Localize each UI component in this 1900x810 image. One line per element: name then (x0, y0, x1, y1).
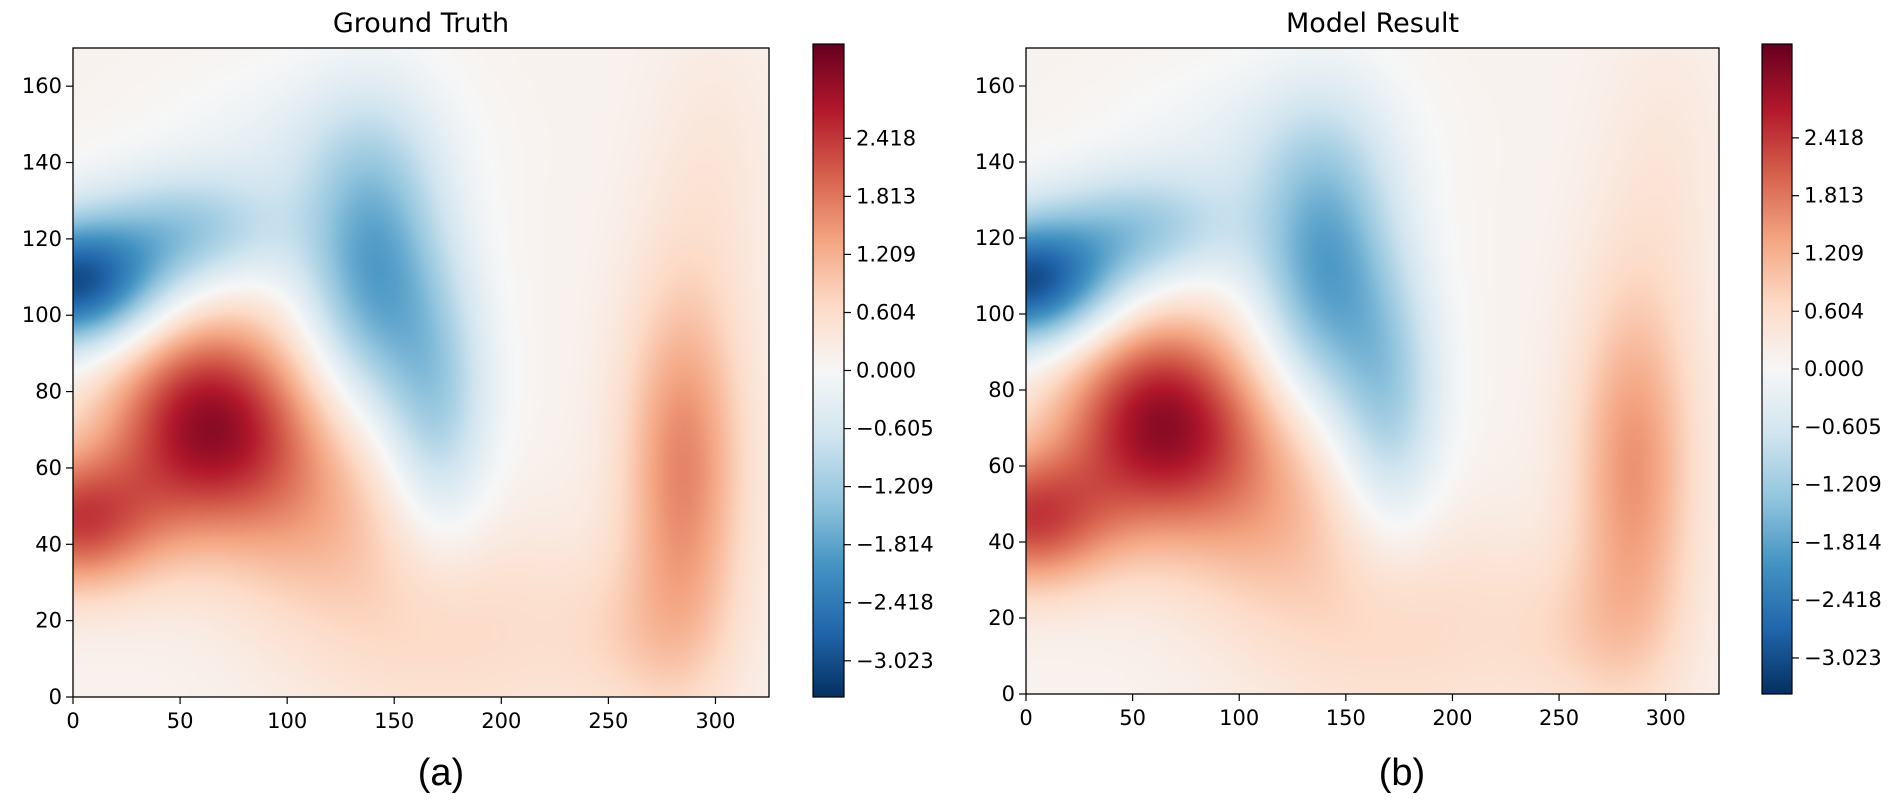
ground-truth-xtick-label: 150 (374, 709, 414, 733)
model-result-colorbar-tick-label: 1.209 (1804, 241, 1864, 265)
model-result-panel: Model Result 0 50 100 150 200 250 300 0 20 40 60 80 1… (975, 8, 1882, 730)
model-result-xtick-label: 0 (1019, 706, 1032, 730)
model-result-title: Model Result (1286, 8, 1459, 39)
ground-truth-xtick-label: 200 (481, 709, 521, 733)
ground-truth-xtick-label: 0 (66, 709, 79, 733)
ground-truth-colorbar (813, 44, 844, 697)
model-result-colorbar (1762, 44, 1792, 694)
model-result-colorbar-tick-label: −1.209 (1804, 473, 1882, 497)
model-result-ytick-label: 20 (988, 606, 1015, 630)
model-result-ytick-label: 160 (975, 74, 1015, 98)
ground-truth-ytick-label: 60 (35, 456, 62, 480)
model-result-colorbar-tick-label: 1.813 (1804, 184, 1864, 208)
ground-truth-colorbar-tick-label: −3.023 (856, 649, 934, 673)
model-result-heatmap (1026, 48, 1719, 694)
ground-truth-axes-frame (72, 47, 770, 698)
model-result-xtick-label: 50 (1119, 706, 1146, 730)
model-result-xtick-label: 200 (1432, 706, 1472, 730)
ground-truth-ytick-label: 160 (22, 74, 62, 98)
model-result-ytick-label: 0 (1002, 682, 1015, 706)
ground-truth-colorbar-tick-label: −2.418 (856, 591, 934, 615)
ground-truth-colorbar-tick-label: 2.418 (856, 126, 916, 150)
ground-truth-colorbar-tick-label: 0.604 (856, 300, 916, 324)
caption-a: (a) (417, 752, 465, 794)
model-result-colorbar-tick-label: 0.000 (1804, 357, 1864, 381)
model-result-colorbar-tick-label: −2.418 (1804, 588, 1882, 612)
ground-truth-colorbar-tick-label: 0.000 (856, 359, 916, 383)
ground-truth-ytick-label: 80 (35, 380, 62, 404)
ground-truth-colorbar-tick-label: −1.814 (856, 533, 934, 557)
caption-b: (b) (1378, 752, 1426, 794)
ground-truth-ytick-label: 120 (22, 227, 62, 251)
ground-truth-xtick-label: 250 (588, 709, 628, 733)
model-result-ytick-label: 80 (988, 378, 1015, 402)
ground-truth-xtick-label: 100 (267, 709, 307, 733)
ground-truth-ytick-label: 20 (35, 609, 62, 633)
ground-truth-ytick-label: 40 (35, 532, 62, 556)
model-result-colorbar-tick-label: 2.418 (1804, 126, 1864, 150)
ground-truth-panel: Ground Truth 0 50 100 150 200 250 300 0 20 40 60 80 1… (22, 8, 934, 733)
model-result-xtick-label: 300 (1646, 706, 1686, 730)
model-result-xtick-label: 250 (1539, 706, 1579, 730)
ground-truth-ytick-label: 0 (49, 685, 62, 709)
model-result-ytick-label: 120 (975, 226, 1015, 250)
model-result-colorbar-tick-label: 0.604 (1804, 299, 1864, 323)
model-result-ytick-label: 140 (975, 150, 1015, 174)
ground-truth-heatmap (73, 48, 769, 697)
model-result-xtick-label: 100 (1219, 706, 1259, 730)
ground-truth-colorbar-tick-label: −0.605 (856, 417, 934, 441)
ground-truth-colorbar-tick-label: −1.209 (856, 475, 934, 499)
model-result-xtick-label: 150 (1326, 706, 1366, 730)
model-result-colorbar-tick-label: −3.023 (1804, 646, 1882, 670)
ground-truth-ytick-label: 140 (22, 151, 62, 175)
model-result-ytick-label: 100 (975, 302, 1015, 326)
ground-truth-xtick-label: 300 (695, 709, 735, 733)
model-result-ytick-label: 60 (988, 454, 1015, 478)
ground-truth-xtick-label: 50 (167, 709, 194, 733)
model-result-colorbar-tick-label: −1.814 (1804, 530, 1882, 554)
ground-truth-colorbar-tick-label: 1.209 (856, 242, 916, 266)
model-result-colorbar-tick-label: −0.605 (1804, 415, 1882, 439)
model-result-ytick-label: 40 (988, 530, 1015, 554)
ground-truth-title: Ground Truth (333, 8, 509, 39)
ground-truth-ytick-label: 100 (22, 303, 62, 327)
model-result-axes-frame (1025, 47, 1720, 695)
ground-truth-colorbar-tick-label: 1.813 (856, 184, 916, 208)
